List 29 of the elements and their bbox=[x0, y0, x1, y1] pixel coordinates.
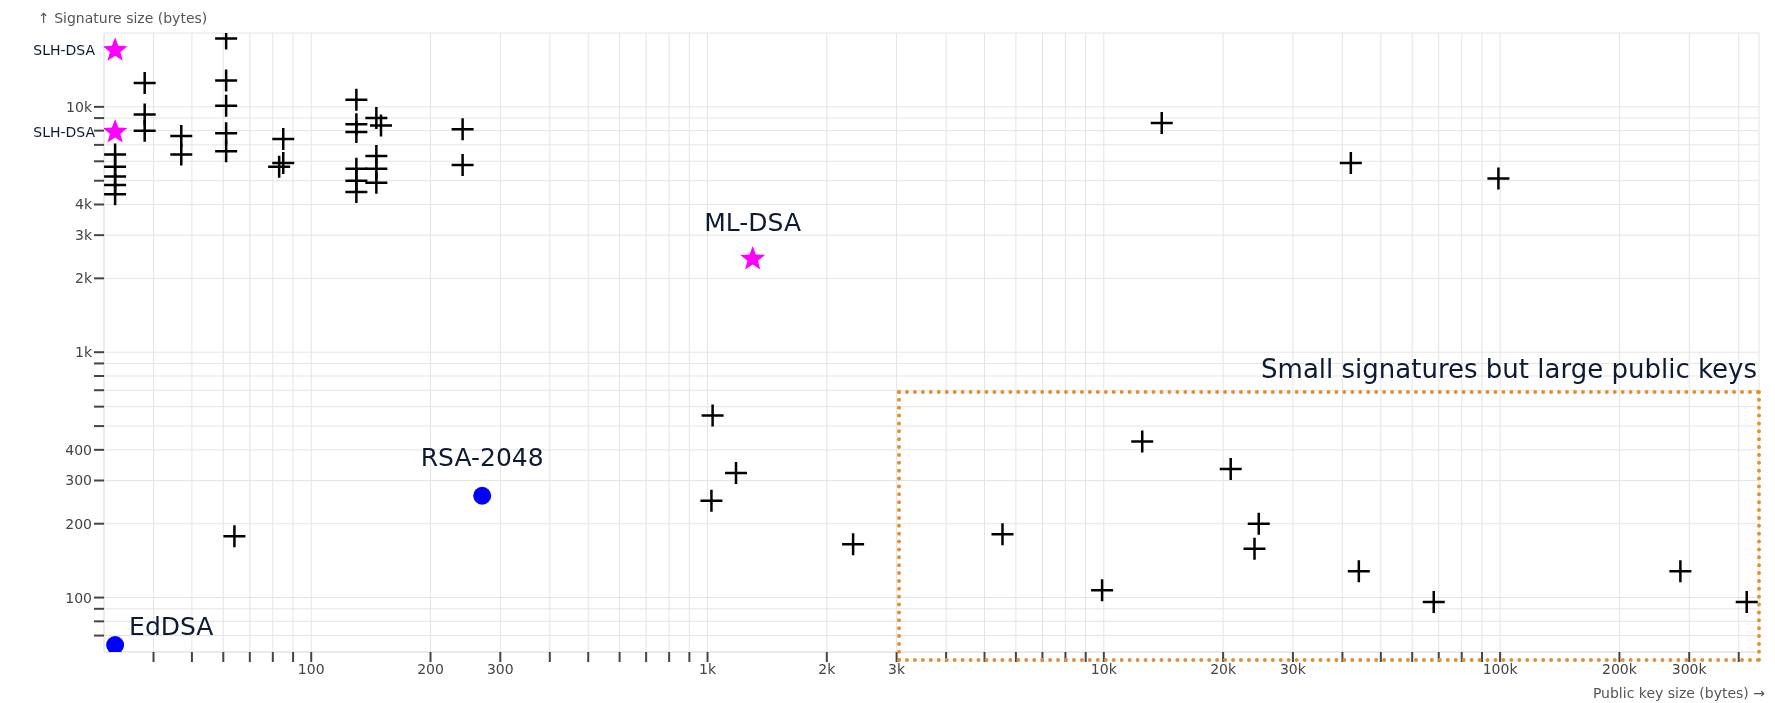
x-tick-label: 200 bbox=[417, 660, 444, 677]
x-axis-title: Public key size (bytes) → bbox=[1592, 685, 1765, 701]
y-tick-label: 200 bbox=[65, 515, 92, 532]
y-tick-label: 3k bbox=[74, 227, 93, 244]
y-tick-label: 2k bbox=[74, 270, 93, 287]
x-tick-label: 300 bbox=[486, 660, 514, 677]
y-tick-label: 4k bbox=[74, 196, 93, 213]
text: SLH-DSA bbox=[33, 42, 96, 59]
x-tick-label: 10k bbox=[1090, 660, 1118, 677]
series-label: RSA-2048 bbox=[420, 442, 544, 472]
x-tick-label: 200k bbox=[1602, 660, 1638, 677]
y-tick-label: 10k bbox=[66, 98, 93, 115]
series-label: SLH-DSA bbox=[33, 123, 96, 140]
y-tick-label: 100 bbox=[65, 589, 92, 606]
x-tick-label: 100 bbox=[297, 660, 325, 677]
x-tick-label: 100k bbox=[1482, 660, 1519, 677]
y-tick-label: 300 bbox=[65, 472, 92, 489]
x-tick-label: 2k bbox=[818, 660, 837, 677]
x-tick-label: 1k bbox=[699, 660, 717, 677]
series-label: ML-DSA bbox=[704, 207, 802, 237]
x-tick-label: 30k bbox=[1279, 660, 1307, 677]
x-tick-label: 20k bbox=[1210, 660, 1237, 677]
x-tick-label: 300k bbox=[1671, 660, 1708, 677]
y-axis-title: ↑ Signature size (bytes) bbox=[38, 10, 208, 26]
y-tick-label: 1k bbox=[74, 344, 93, 361]
y-tick-label: 400 bbox=[65, 441, 92, 458]
annotation: Small signatures but large public keys bbox=[1261, 354, 1757, 384]
x-tick-label: 3k bbox=[888, 660, 907, 677]
series-label: EdDSA bbox=[129, 612, 214, 642]
